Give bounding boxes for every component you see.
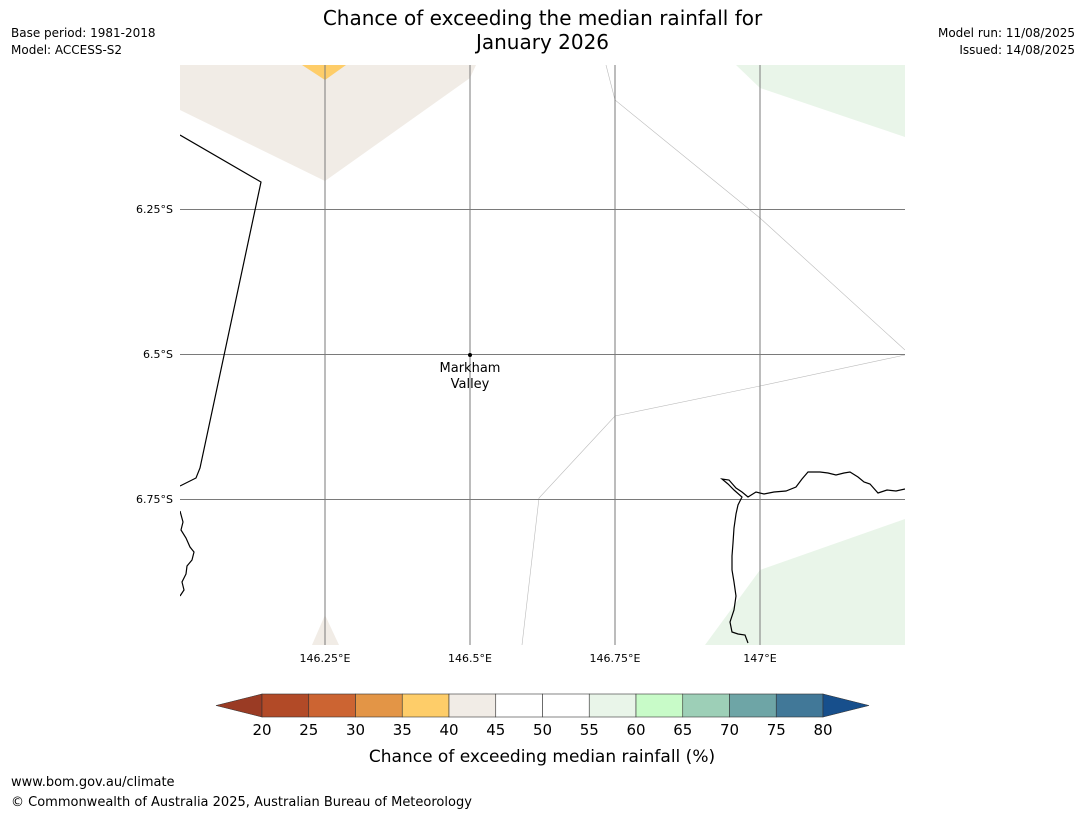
colorbar-tick-label: 60 xyxy=(626,721,645,739)
colorbar-cell xyxy=(495,693,543,718)
map-title: Chance of exceeding the median rainfall … xyxy=(0,6,1085,54)
model-run: Model run: 11/08/2025 xyxy=(937,26,1075,40)
colorbar-ticks: 20 25 30 35 40 45 50 55 60 65 70 75 80 xyxy=(252,721,832,739)
lat-label-6-5: 6.5°S xyxy=(143,348,173,361)
colorbar-tick-label: 20 xyxy=(252,721,271,739)
colorbar-tick-label: 65 xyxy=(673,721,692,739)
colorbar-cells xyxy=(261,693,824,718)
zone-55-60-southeast xyxy=(705,519,905,645)
huon-gulf-coast xyxy=(719,471,905,644)
colorbar-cell xyxy=(775,693,824,718)
colorbar-cell xyxy=(542,693,590,718)
colorbar-cell xyxy=(588,693,637,718)
place-label-line1: Markham xyxy=(440,361,501,376)
base-period: Base period: 1981-2018 xyxy=(11,26,156,40)
title-line-1: Chance of exceeding the median rainfall … xyxy=(322,6,763,30)
footer-url: www.bom.gov.au/climate xyxy=(11,775,175,790)
colorbar-tick-label: 25 xyxy=(299,721,318,739)
colorbar: 20 25 30 35 40 45 50 55 60 65 70 75 80 xyxy=(215,693,870,739)
zone-55-60-northeast xyxy=(736,65,905,137)
colorbar-cell xyxy=(355,693,403,718)
colorbar-tick-label: 80 xyxy=(813,721,832,739)
colorbar-cell xyxy=(682,693,730,718)
zone-35-40-north xyxy=(302,65,346,80)
meta-right: Model run: 11/08/2025 Issued: 14/08/2025 xyxy=(938,25,1075,59)
colorbar-cell xyxy=(635,693,684,718)
lon-label-146-5: 146.5°E xyxy=(448,652,492,665)
colorbar-cell xyxy=(261,693,310,718)
border-line xyxy=(180,134,262,487)
markham-valley-point xyxy=(468,353,472,357)
colorbar-tick-label: 50 xyxy=(533,721,552,739)
colorbar-cell xyxy=(401,693,450,718)
colorbar-title: Chance of exceeding median rainfall (%) xyxy=(369,747,715,767)
place-label-line2: Valley xyxy=(451,377,490,392)
colorbar-cell xyxy=(308,693,356,718)
colorbar-tick-label: 40 xyxy=(439,721,458,739)
colorbar-tick-label: 70 xyxy=(720,721,739,739)
footer-copyright: © Commonwealth of Australia 2025, Austra… xyxy=(11,795,472,810)
colorbar-tick-label: 75 xyxy=(767,721,786,739)
colorbar-tick-label: 35 xyxy=(393,721,412,739)
lon-label-146-25: 146.25°E xyxy=(300,652,351,665)
colorbar-cell xyxy=(729,693,777,718)
lon-label-146-75: 146.75°E xyxy=(590,652,641,665)
issued-date: Issued: 14/08/2025 xyxy=(959,43,1075,57)
meta-left: Base period: 1981-2018 Model: ACCESS-S2 xyxy=(11,25,156,59)
title-line-2: January 2026 xyxy=(475,30,610,54)
colorbar-cell xyxy=(448,693,497,718)
west-coast xyxy=(180,510,195,597)
colorbar-low-extend xyxy=(215,693,263,718)
colorbar-tick-label: 45 xyxy=(486,721,505,739)
coastlines xyxy=(180,134,905,644)
colorbar-high-extend xyxy=(822,693,870,718)
lat-label-6-25: 6.25°S xyxy=(136,203,173,216)
colorbar-tick-label: 30 xyxy=(346,721,365,739)
model-name: Model: ACCESS-S2 xyxy=(11,43,123,57)
lat-label-6-75: 6.75°S xyxy=(136,493,173,506)
zone-40-45-north xyxy=(180,65,476,181)
lon-label-147: 147°E xyxy=(743,652,776,665)
colorbar-tick-label: 55 xyxy=(580,721,599,739)
